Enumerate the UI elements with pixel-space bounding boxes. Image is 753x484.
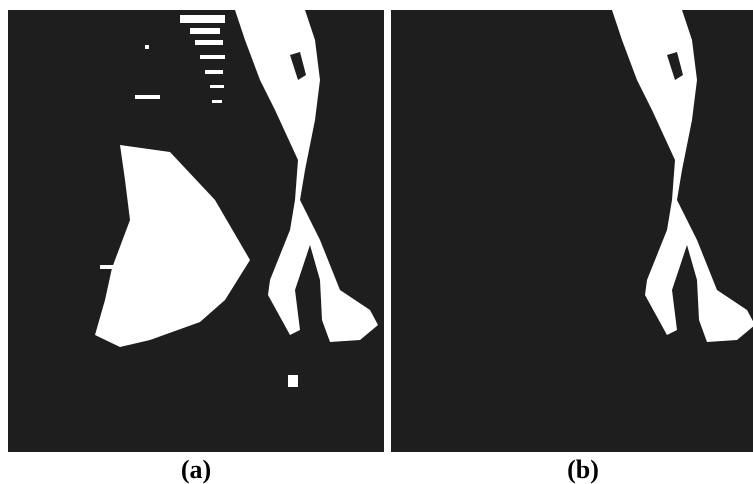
panel-background [391,10,753,452]
caption: (b) [567,455,599,484]
panel-b [391,10,753,452]
panel-a [8,10,384,452]
caption: (a) [181,455,211,484]
page: {"panels": [{"caption": "(a)"}, {"captio… [0,0,753,484]
figure: (a) (b) [0,0,753,484]
